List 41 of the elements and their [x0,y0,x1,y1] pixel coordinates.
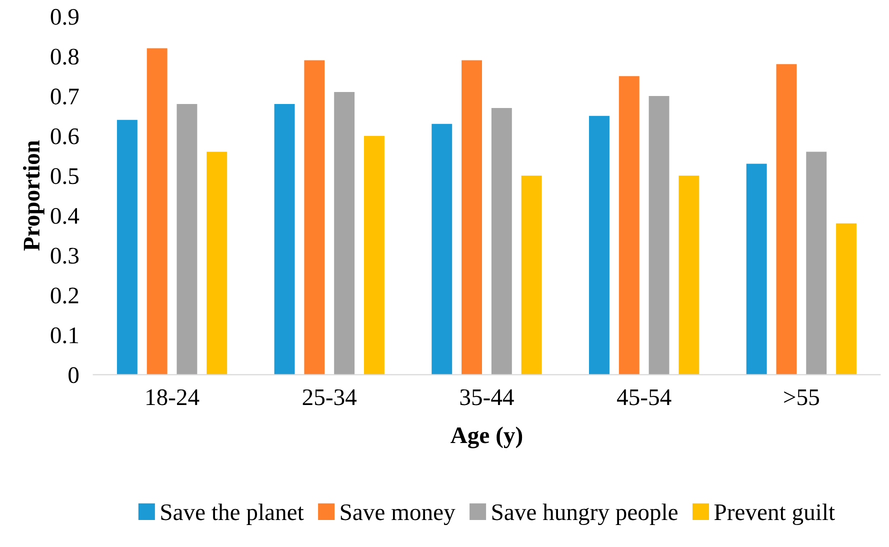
y-tick-label: 0.3 [50,248,79,264]
bar [334,92,355,375]
bar [462,60,482,375]
bar [146,48,168,375]
y-tick-label: 0 [68,367,79,384]
bar [806,152,827,375]
bar [364,136,384,375]
y-tick-label: 0.4 [50,208,80,224]
bar [836,223,857,375]
x-tick-label: 45-54 [617,389,672,406]
x-tick-label: 35-44 [460,389,514,406]
bar [116,120,138,375]
bar [678,176,700,375]
bar [304,60,325,375]
y-axis-title: Proportion [22,140,44,251]
bar [432,124,452,375]
y-tick-label: 0.7 [50,88,79,105]
y-tick-label: 0.5 [50,168,79,184]
bar [618,76,640,375]
y-tick-label: 0.9 [50,8,78,25]
y-tick-label: 0.2 [50,288,78,304]
y-tick-label: 0.1 [50,327,78,344]
x-axis-title: Age (y) [450,426,522,448]
bar [274,104,295,375]
legend-label: Save hungry people [492,504,678,526]
legend-label: Prevent guilt [714,504,835,526]
x-tick-label: >55 [784,390,819,406]
bar [206,152,228,375]
bar [648,96,670,375]
bar [176,104,198,375]
y-tick-label: 0.6 [50,128,79,144]
legend-label: Save money [340,504,456,526]
bar [746,164,767,375]
x-tick-label: 25-34 [302,389,357,406]
y-tick-label: 0.8 [50,48,79,65]
x-tick-label: 18-24 [146,389,200,406]
legend-label: Save the planet [161,504,304,525]
bar [521,176,542,375]
bar [776,64,797,375]
bar [491,108,512,375]
bar [589,116,610,375]
